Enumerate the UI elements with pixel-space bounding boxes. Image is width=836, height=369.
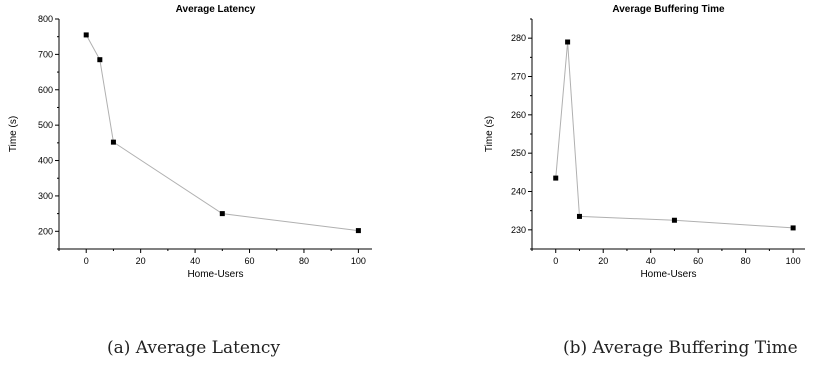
data-point [565, 39, 571, 45]
x-tick-label: 80 [741, 256, 751, 266]
y-tick-label: 200 [38, 226, 53, 236]
x-tick-label: 100 [786, 256, 801, 266]
y-tick-label: 280 [511, 33, 526, 43]
chart-average-latency: Average Latency 200 300 400 500 600 700 800 0 20 4… [8, 4, 372, 280]
x-tick-label: 0 [553, 256, 558, 266]
chart-average-buffering-time: Average Buffering Time 230 240 250 260 270 280… [484, 4, 805, 280]
x-tick-label: 60 [693, 256, 703, 266]
data-point [219, 211, 225, 217]
caption-a: (a) Average Latency [107, 338, 281, 358]
data-point [576, 213, 582, 219]
series-line [85, 34, 359, 232]
x-tick-label: 40 [646, 256, 656, 266]
y-tick-label: 250 [511, 148, 526, 158]
caption-b: (b) Average Buffering Time [563, 338, 798, 358]
data-point [553, 175, 559, 181]
data-point [355, 228, 361, 234]
y-tick-label: 500 [38, 120, 53, 130]
x-tick-label: 40 [190, 256, 200, 266]
chart-title: Average Latency [176, 4, 256, 15]
y-tick-label: 260 [511, 110, 526, 120]
x-tick-label: 80 [299, 256, 309, 266]
x-axis-label: Home-Users [187, 269, 243, 280]
data-point [110, 139, 116, 145]
x-tick-label: 60 [245, 256, 255, 266]
y-tick-label: 230 [511, 225, 526, 235]
x-axis-label: Home-Users [640, 269, 696, 280]
y-tick-label: 300 [38, 191, 53, 201]
series-line [555, 41, 794, 229]
x-tick-label: 0 [84, 256, 89, 266]
y-tick-label: 600 [38, 85, 53, 95]
x-tick-label: 100 [351, 256, 366, 266]
data-point [83, 32, 89, 38]
data-point [671, 217, 677, 223]
y-tick-label: 240 [511, 187, 526, 197]
y-tick-label: 700 [38, 49, 53, 59]
y-tick-label: 400 [38, 156, 53, 166]
y-tick-label: 270 [511, 72, 526, 82]
y-tick-label: 800 [38, 14, 53, 24]
data-point [790, 225, 796, 231]
y-axis-label: Time (s) [484, 116, 495, 152]
data-point [97, 57, 103, 63]
x-tick-label: 20 [136, 256, 146, 266]
y-axis-label: Time (s) [8, 116, 19, 152]
chart-title: Average Buffering Time [612, 4, 725, 15]
x-tick-label: 20 [598, 256, 608, 266]
